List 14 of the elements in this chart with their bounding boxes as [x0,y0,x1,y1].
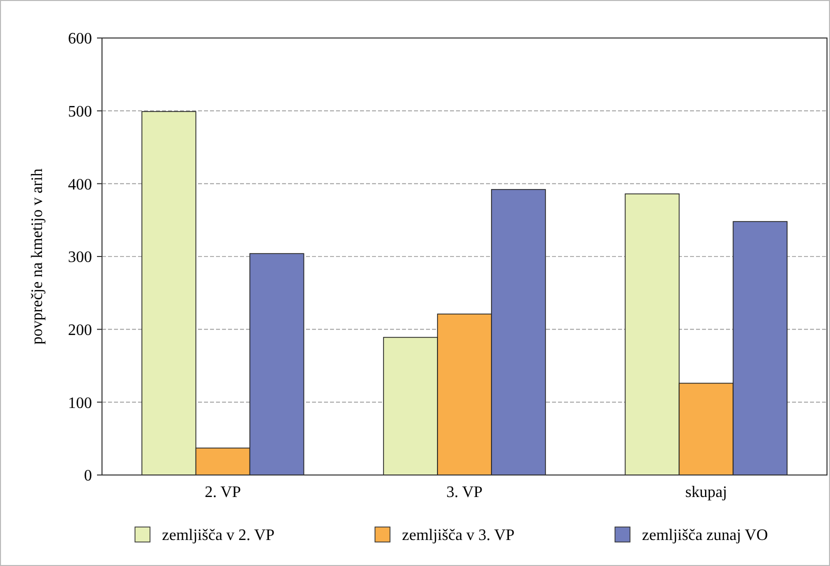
y-axis-title: povprečje na kmetijo v arih [29,168,46,344]
y-tick-label: 300 [68,249,92,266]
y-tick-label: 100 [68,394,92,412]
y-tick-label: 200 [68,322,92,339]
x-tick-label: skupaj [685,484,728,501]
legend-label: zemljišča v 2. VP [162,527,275,544]
legend-label: zemljišča zunaj VO [642,527,768,544]
y-tick-label: 0 [84,468,92,485]
y-tick-label: 600 [68,30,92,48]
legend-label: zemljišča v 3. VP [402,527,515,544]
x-tick-label: 3. VP [446,484,483,501]
y-tick-label: 500 [68,103,92,120]
x-tick-label: 2. VP [204,484,242,501]
y-tick-label: 400 [68,176,92,194]
